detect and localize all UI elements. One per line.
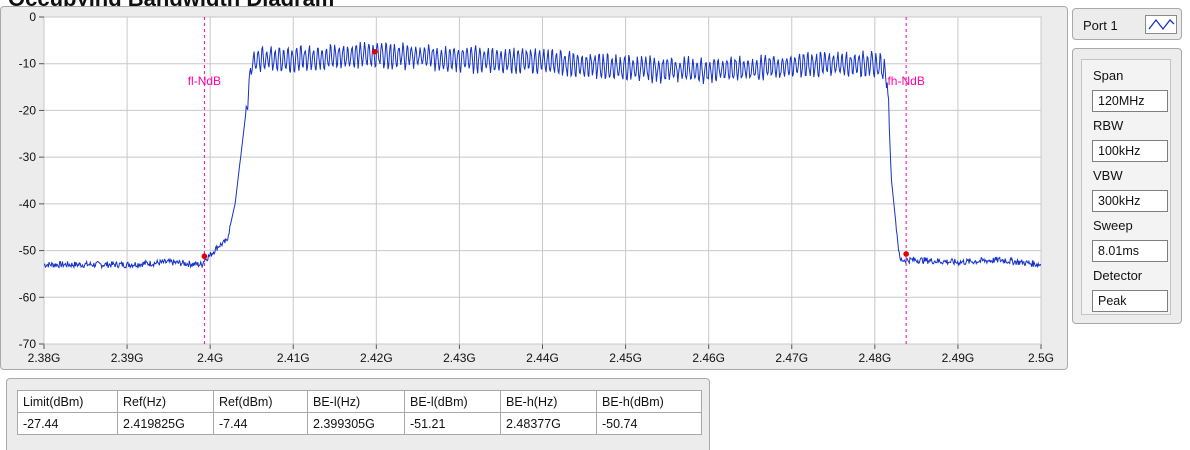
header-be-l-hz: BE-l(Hz) xyxy=(307,390,405,413)
spectrum-chart: 2.38G 2.39G 2.4G 2.41G 2.42G 2.43G 2.44G 2.45G 2… xyxy=(19,10,1054,365)
x-tick-label: 2.46G xyxy=(692,351,725,365)
vertical-marker-label: fh-NdB xyxy=(887,74,924,88)
y-tick-label: -30 xyxy=(19,150,37,164)
rbw-field[interactable]: 100kHz xyxy=(1092,140,1168,162)
spectrum-chart-panel: 2.38G 2.39G 2.4G 2.41G 2.42G 2.43G 2.44G 2.45G 2… xyxy=(0,6,1068,370)
cell-be-l-dbm[interactable]: -51.21 xyxy=(404,412,501,435)
cell-ref-dbm[interactable]: -7.44 xyxy=(213,412,308,435)
series-line xyxy=(44,41,1041,270)
y-tick-label: 0 xyxy=(29,10,36,24)
data-point xyxy=(903,251,909,257)
results-table: Limit(dBm) Ref(Hz) Ref(dBm) BE-l(Hz) BE-… xyxy=(17,390,702,435)
analyzer-settings-panel: Span 120MHz RBW 100kHz VBW 300kHz Sweep … xyxy=(1072,48,1182,324)
x-tick-label: 2.49G xyxy=(942,351,975,365)
header-ref-dbm: Ref(dBm) xyxy=(213,390,308,413)
x-tick-label: 2.45G xyxy=(609,351,642,365)
x-tick-label: 2.42G xyxy=(360,351,393,365)
cell-limit-dbm[interactable]: -27.44 xyxy=(17,412,118,435)
port-selector[interactable]: Port 1 xyxy=(1072,8,1182,40)
cell-be-h-dbm[interactable]: -50.74 xyxy=(596,412,702,435)
x-tick-label: 2.44G xyxy=(526,351,559,365)
x-tick-label: 2.38G xyxy=(28,351,61,365)
sweep-field[interactable]: 8.01ms xyxy=(1092,240,1168,262)
y-tick-label: -40 xyxy=(19,197,37,211)
y-tick-label: -70 xyxy=(19,337,37,351)
port-label: Port 1 xyxy=(1083,18,1118,33)
vbw-label: VBW xyxy=(1093,168,1123,183)
span-field[interactable]: 120MHz xyxy=(1092,90,1168,112)
rbw-label: RBW xyxy=(1093,118,1124,133)
detector-field[interactable]: Peak xyxy=(1092,290,1168,312)
cell-ref-hz[interactable]: 2.419825G xyxy=(117,412,214,435)
header-ref-hz: Ref(Hz) xyxy=(117,390,214,413)
trace-waveform-icon[interactable] xyxy=(1145,15,1177,34)
settings-list: Span 120MHz RBW 100kHz VBW 300kHz Sweep … xyxy=(1081,59,1171,315)
data-point xyxy=(372,48,378,55)
header-be-h-dbm: BE-h(dBm) xyxy=(596,390,702,413)
table-row: -27.44 2.419825G -7.44 2.399305G -51.21 … xyxy=(17,412,702,435)
sweep-label: Sweep xyxy=(1093,218,1133,233)
x-tick-label: 2.4G xyxy=(197,351,223,365)
header-limit-dbm: Limit(dBm) xyxy=(17,390,118,413)
x-tick-label: 2.43G xyxy=(443,351,476,365)
x-tick-label: 2.48G xyxy=(858,351,891,365)
table-header-row: Limit(dBm) Ref(Hz) Ref(dBm) BE-l(Hz) BE-… xyxy=(17,390,702,413)
y-tick-label: -10 xyxy=(19,57,37,71)
y-tick-label: -60 xyxy=(19,290,37,304)
panel-title: Occupying Bandwidth Diagram xyxy=(8,0,334,12)
detector-label: Detector xyxy=(1093,268,1143,283)
data-point xyxy=(201,253,208,260)
vbw-field[interactable]: 300kHz xyxy=(1092,190,1168,212)
x-tick-label: 2.5G xyxy=(1028,351,1054,365)
y-tick-label: -20 xyxy=(19,103,37,117)
x-tick-label: 2.39G xyxy=(111,351,144,365)
cell-be-l-hz[interactable]: 2.399305G xyxy=(307,412,405,435)
x-tick-label: 2.47G xyxy=(775,351,808,365)
y-tick-label: -50 xyxy=(19,244,37,258)
x-tick-label: 2.41G xyxy=(277,351,310,365)
vertical-marker-label: fl-NdB xyxy=(188,74,221,88)
cell-be-h-hz[interactable]: 2.48377G xyxy=(500,412,597,435)
header-be-l-dbm: BE-l(dBm) xyxy=(404,390,501,413)
header-be-h-hz: BE-h(Hz) xyxy=(500,390,597,413)
span-label: Span xyxy=(1093,68,1124,83)
results-table-panel: Limit(dBm) Ref(Hz) Ref(dBm) BE-l(Hz) BE-… xyxy=(6,378,710,450)
